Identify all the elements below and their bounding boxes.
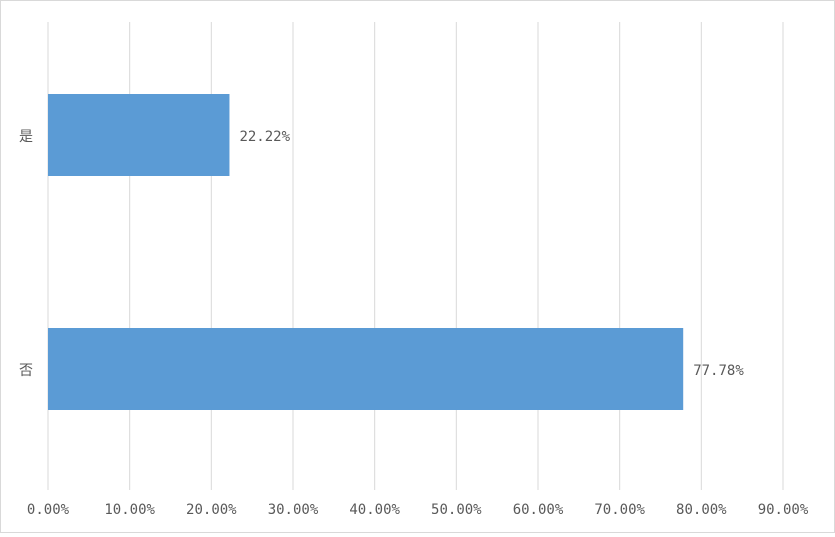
y-tick-label: 是 <box>19 129 33 145</box>
x-tick-label: 80.00% <box>676 502 727 518</box>
x-tick-label: 60.00% <box>513 502 564 518</box>
x-tick-label: 10.00% <box>104 502 155 518</box>
value-label: 22.22% <box>239 129 290 145</box>
x-tick-label: 70.00% <box>594 502 645 518</box>
x-tick-label: 20.00% <box>186 502 237 518</box>
bar <box>48 94 230 176</box>
x-tick-label: 50.00% <box>431 502 482 518</box>
x-tick-label: 40.00% <box>349 502 400 518</box>
x-tick-label: 30.00% <box>268 502 319 518</box>
bar <box>48 328 684 410</box>
x-tick-label: 90.00% <box>758 502 809 518</box>
y-tick-label: 否 <box>19 363 33 379</box>
value-label: 77.78% <box>693 363 744 379</box>
x-tick-label: 0.00% <box>27 502 70 518</box>
